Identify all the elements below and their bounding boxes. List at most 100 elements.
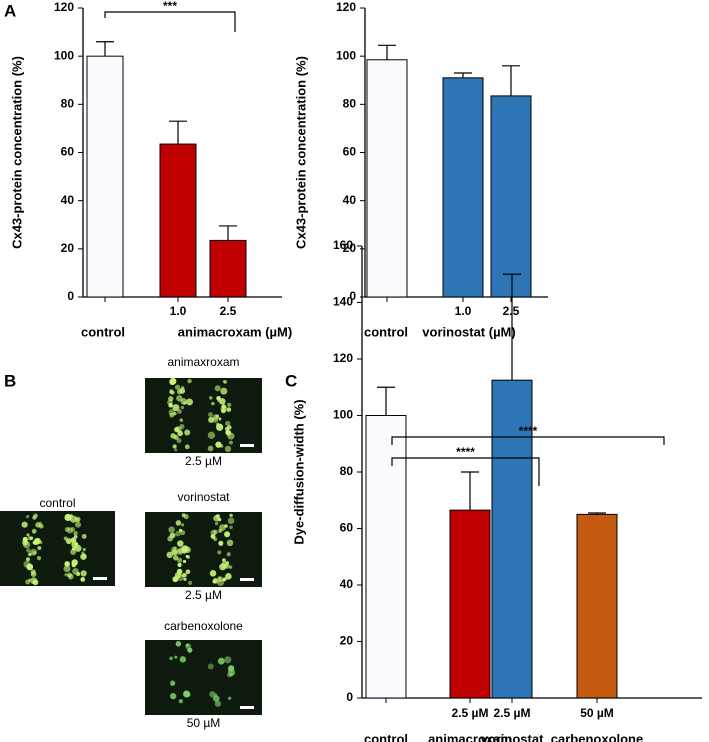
cell [184, 429, 191, 436]
cell [170, 692, 177, 700]
cell [208, 416, 215, 423]
cell [225, 426, 229, 431]
bar [366, 59, 408, 298]
significance-bracket [391, 436, 665, 445]
y-tick-label: 20 [61, 241, 75, 255]
cell [64, 573, 68, 577]
cell [63, 565, 71, 573]
cell [210, 529, 217, 536]
y-tick-label: 40 [343, 193, 357, 207]
group-label: vorinostat [481, 731, 545, 742]
cell [82, 553, 87, 559]
cell [187, 647, 193, 653]
cell [222, 578, 226, 582]
micrograph-dose: 2.5 µM [185, 454, 222, 468]
cell [209, 570, 217, 577]
bar [442, 77, 484, 298]
cell [67, 573, 74, 580]
cell [226, 407, 232, 412]
y-tick-label: 20 [340, 634, 354, 648]
y-tick-label: 0 [346, 690, 353, 704]
cell [37, 545, 42, 550]
cell [179, 387, 186, 394]
bar [490, 95, 532, 298]
cell [186, 555, 190, 559]
cell [217, 517, 222, 522]
cell [82, 547, 86, 552]
scale-bar [240, 444, 254, 447]
y-tick-label: 120 [333, 351, 353, 365]
panel-label: C [285, 371, 297, 390]
cell [177, 409, 182, 414]
cell [227, 402, 232, 407]
bar [86, 55, 124, 298]
y-tick-label: 100 [54, 48, 74, 62]
cell [211, 401, 215, 406]
cell [174, 384, 181, 390]
scale-bar [240, 578, 254, 581]
bar [576, 513, 618, 699]
cell [39, 524, 44, 529]
cell [175, 520, 182, 526]
cell [176, 557, 183, 563]
y-tick-label: 160 [333, 238, 353, 252]
cell [172, 555, 179, 561]
cell [227, 432, 235, 440]
cell [177, 430, 183, 437]
group-label: carbenoxolone [551, 731, 643, 742]
cell [184, 444, 190, 450]
cell [168, 526, 175, 533]
cell [75, 521, 82, 528]
bar [491, 379, 533, 699]
cell [214, 385, 221, 392]
cell [186, 693, 191, 697]
group-label: animacroxam [428, 731, 512, 742]
micrograph-dose: 50 µM [187, 716, 221, 730]
cell [181, 523, 185, 527]
micrograph-label: vorinostat [177, 490, 230, 504]
cell [208, 412, 214, 418]
y-tick-label: 100 [333, 408, 353, 422]
y-tick-label: 100 [336, 48, 356, 62]
cell [39, 540, 43, 545]
cell [221, 561, 229, 569]
cell [22, 536, 28, 542]
micrograph [0, 511, 115, 586]
cell [28, 552, 32, 557]
cell [226, 539, 234, 547]
scale-bar [93, 577, 107, 580]
panel-label: A [4, 1, 16, 20]
cell [71, 541, 79, 549]
cell [209, 396, 213, 400]
bar [159, 143, 197, 298]
cell [32, 579, 39, 586]
cell [225, 573, 232, 580]
cell [182, 559, 187, 564]
cell [176, 568, 183, 575]
cell [183, 514, 189, 520]
cell [27, 536, 33, 541]
cell [224, 656, 232, 664]
cell [177, 562, 182, 568]
cell [220, 404, 228, 412]
cell [174, 426, 180, 433]
cell [25, 557, 30, 562]
cell [21, 521, 28, 528]
group-label: control [81, 324, 125, 339]
cell [169, 378, 176, 386]
cell [218, 540, 224, 546]
cell [174, 448, 178, 452]
y-tick-label: 40 [61, 193, 75, 207]
x-tick-label: 50 µM [580, 706, 614, 720]
cell [207, 445, 214, 452]
cell [170, 546, 179, 554]
x-tick-label: 2.5 [220, 304, 237, 318]
cell [220, 387, 228, 395]
micrograph-dose: 2.5 µM [185, 588, 222, 602]
cell [228, 440, 233, 445]
cell [70, 527, 76, 532]
cell [216, 396, 221, 401]
cell [175, 641, 182, 647]
cell [23, 560, 31, 568]
cell [222, 558, 226, 563]
